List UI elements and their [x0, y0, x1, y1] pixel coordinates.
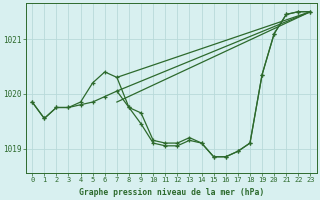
X-axis label: Graphe pression niveau de la mer (hPa): Graphe pression niveau de la mer (hPa): [79, 188, 264, 197]
